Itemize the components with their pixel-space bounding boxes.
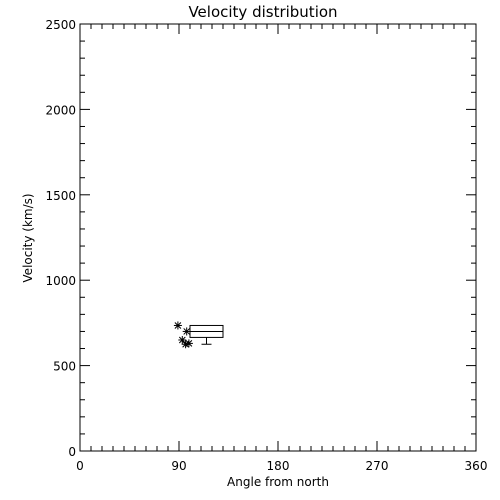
x-tick-label: 0 [76,459,84,473]
x-tick-label: 90 [171,459,186,473]
ticks-group [79,23,477,452]
data-group [173,321,224,349]
y-tick-label: 1500 [45,189,76,203]
y-axis-label: Velocity (km/s) [21,193,35,282]
y-tick-label: 500 [53,360,76,374]
x-tick-label: 360 [465,459,488,473]
data-point [182,327,191,336]
x-tick-label: 180 [267,459,290,473]
y-tick-label: 2000 [45,103,76,117]
data-point [184,339,193,348]
x-tick-label: 270 [366,459,389,473]
y-tick-label: 2500 [45,18,76,32]
y-tick-label: 0 [68,445,76,459]
y-tick-label: 1000 [45,274,76,288]
data-point [178,335,187,344]
axes-group [79,23,477,452]
plot-frame [79,23,477,452]
text-group: Velocity distribution Angle from north V… [21,3,487,489]
data-point [173,321,182,330]
chart-title: Velocity distribution [188,3,337,21]
x-axis-label: Angle from north [227,475,329,489]
